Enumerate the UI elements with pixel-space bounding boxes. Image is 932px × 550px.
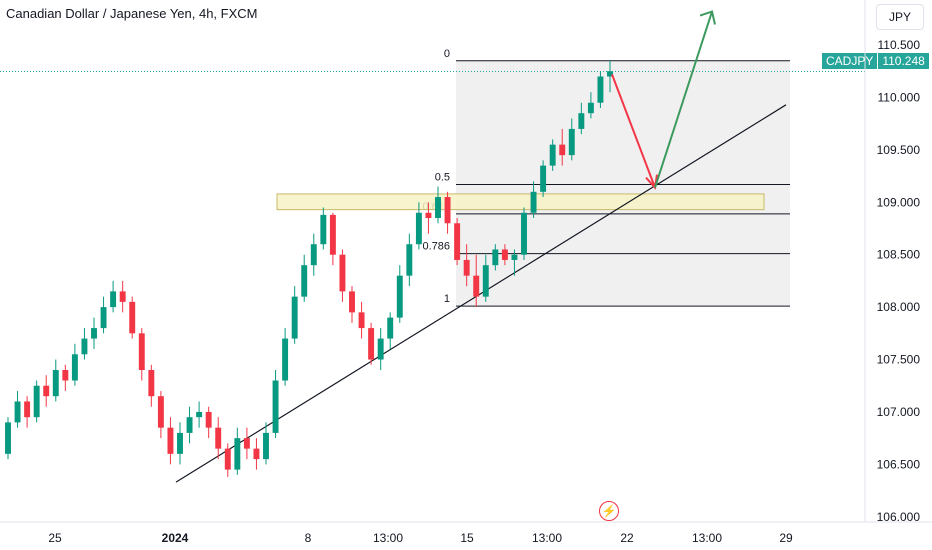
- candle-body: [234, 438, 241, 470]
- candle-body: [521, 212, 527, 255]
- candle-body: [358, 312, 365, 329]
- candle-body: [71, 354, 78, 381]
- candle-body: [435, 197, 441, 219]
- candle-body: [81, 338, 88, 355]
- flash-icon[interactable]: ⚡: [599, 501, 619, 521]
- x-tick-label: 8: [305, 531, 312, 545]
- x-tick-label: 25: [48, 531, 62, 545]
- y-tick-label: 106.500: [877, 457, 921, 471]
- candle-body: [578, 113, 585, 129]
- price-tag-value: 110.248: [878, 53, 929, 69]
- candle-body: [224, 448, 231, 470]
- candle-body: [568, 128, 575, 156]
- currency-button[interactable]: JPY: [876, 4, 924, 30]
- fib-zone-bg: [456, 60, 790, 307]
- projection-down-arrow: [611, 74, 656, 188]
- candle-body: [530, 191, 537, 213]
- candle-body: [349, 291, 355, 313]
- x-tick-label: 13:00: [692, 531, 722, 545]
- candle-body: [415, 212, 422, 245]
- candle-body: [482, 265, 489, 297]
- candle-body: [310, 244, 317, 266]
- candle-body: [559, 144, 566, 156]
- x-tick-label: 13:00: [532, 531, 562, 545]
- candle-body: [301, 265, 308, 297]
- projection-up-arrow: [654, 11, 713, 188]
- candle-body: [463, 259, 470, 276]
- chart-title: Canadian Dollar / Japanese Yen, 4h, FXCM: [6, 6, 258, 21]
- candle-body: [473, 275, 480, 297]
- candle-body: [511, 254, 518, 260]
- y-tick-label: 110.000: [878, 90, 921, 104]
- candle-body: [177, 432, 183, 454]
- candle-body: [368, 328, 375, 360]
- candle-body: [597, 76, 604, 103]
- candle-body: [377, 338, 384, 360]
- y-tick-label: 110.500: [878, 38, 921, 52]
- candle-body: [14, 401, 21, 423]
- candle-body: [396, 275, 403, 318]
- candle-body: [205, 411, 212, 428]
- fib-level-label: 1: [444, 293, 450, 305]
- candle-body: [110, 291, 117, 308]
- resistance-zone: [276, 193, 765, 211]
- candle-body: [607, 71, 613, 77]
- candle-body: [196, 411, 203, 418]
- candle-body: [320, 214, 327, 245]
- candle-body: [272, 380, 279, 433]
- candle-body: [549, 144, 556, 166]
- x-tick-label: 13:00: [373, 531, 403, 545]
- projection-up-arrowhead: [699, 10, 716, 25]
- candle-body: [454, 223, 461, 260]
- candle-body: [387, 317, 394, 339]
- y-tick-label: 106.000: [877, 510, 921, 524]
- y-tick-label: 108.500: [877, 248, 921, 262]
- x-tick-label: 29: [779, 531, 793, 545]
- x-tick-label: 2024: [162, 531, 189, 545]
- candle-body: [91, 328, 97, 339]
- candle-body: [24, 401, 31, 418]
- price-tag-symbol: CADJPY: [822, 53, 878, 69]
- candle-body: [33, 385, 40, 418]
- candle-body: [282, 338, 289, 381]
- candle-body: [540, 165, 547, 192]
- fib-level-label: 0.5: [435, 171, 450, 183]
- candle-body: [587, 102, 594, 114]
- candle-body: [243, 438, 250, 449]
- x-tick-label: 22: [620, 531, 634, 545]
- candle-body: [406, 244, 413, 276]
- candle-body: [444, 197, 451, 224]
- fib-level-label: 0.786: [422, 241, 450, 253]
- price-tag: CADJPY 110.248: [822, 53, 929, 69]
- x-tick-label: 15: [460, 531, 474, 545]
- candle-body: [100, 307, 107, 329]
- candle-body: [119, 291, 126, 302]
- y-tick-label: 109.000: [877, 195, 921, 209]
- candle-body: [253, 448, 260, 460]
- y-tick-label: 107.500: [877, 353, 921, 367]
- candle-body: [62, 370, 69, 381]
- candle-body: [492, 249, 499, 266]
- candle-body: [186, 417, 193, 433]
- y-tick-label: 109.500: [877, 143, 921, 157]
- candle-body: [129, 301, 136, 334]
- candle-body: [329, 214, 336, 255]
- candle-body: [52, 370, 59, 397]
- candle-body: [43, 385, 50, 397]
- candle-body: [501, 249, 508, 260]
- candle-body: [5, 422, 11, 454]
- candle-body: [291, 296, 298, 339]
- candle-body: [425, 212, 432, 219]
- candle-body: [148, 370, 155, 397]
- candle-body: [215, 427, 222, 449]
- candle-body: [167, 427, 174, 454]
- fib-level-label: 0: [444, 48, 450, 60]
- y-tick-label: 107.000: [877, 405, 921, 419]
- candle-body: [138, 333, 145, 371]
- y-tick-label: 108.000: [877, 300, 921, 314]
- candle-body: [339, 254, 346, 292]
- candle-body: [263, 432, 269, 460]
- candle-body: [157, 396, 164, 428]
